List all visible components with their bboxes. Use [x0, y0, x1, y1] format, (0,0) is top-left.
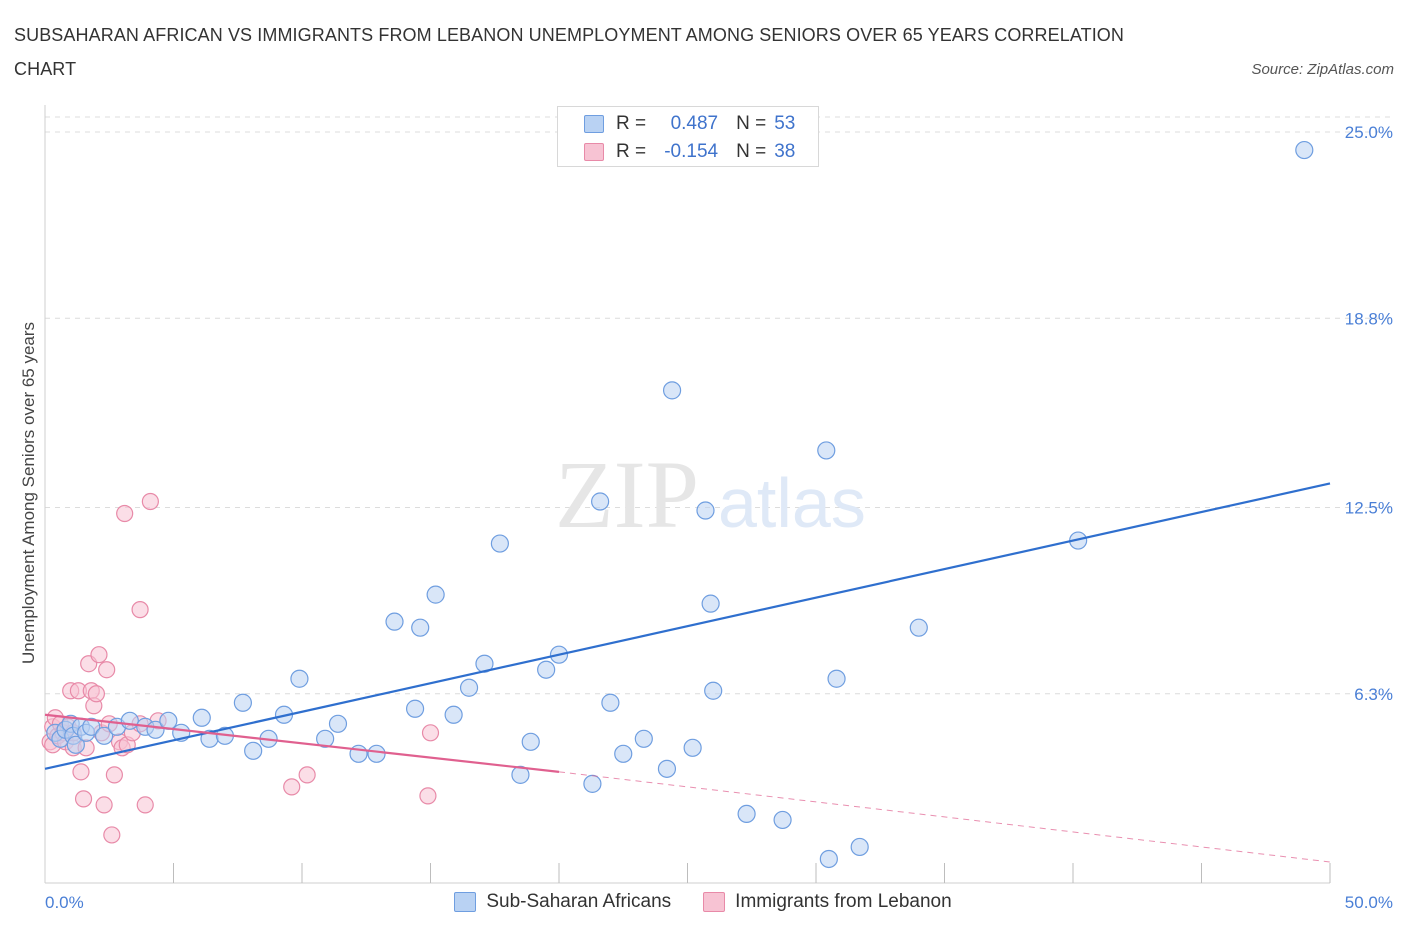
- source-credit: Source: ZipAtlas.com: [1251, 61, 1394, 78]
- data-point-lebanon: [74, 790, 93, 808]
- data-point-subsaharan: [737, 804, 756, 824]
- legend-r-label: R =: [616, 113, 647, 134]
- data-point-subsaharan: [819, 849, 838, 869]
- y-tick-label: 6.3%: [1354, 685, 1393, 704]
- data-point-lebanon: [95, 796, 113, 814]
- data-point-subsaharan: [233, 693, 252, 712]
- data-point-lebanon: [283, 778, 301, 796]
- x-tick-labels: 0.0% 50.0%: [45, 893, 1393, 912]
- x-tick-marks: [173, 863, 1331, 883]
- data-point-subsaharan: [82, 717, 101, 736]
- data-point-subsaharan: [850, 837, 869, 857]
- trend-lines: [44, 482, 1331, 863]
- data-point-subsaharan: [411, 618, 430, 637]
- legend-n-value: 53: [774, 113, 796, 134]
- data-point-lebanon: [90, 646, 108, 664]
- watermark: ZIP atlas: [555, 441, 866, 548]
- correlation-legend: R = 0.487 N = 53 R = -0.154 N = 38: [557, 106, 819, 167]
- data-point-subsaharan: [367, 744, 386, 763]
- legend-row-lebanon: R = -0.154 N = 38: [584, 139, 795, 165]
- data-point-subsaharan: [244, 741, 263, 760]
- legend-row-subsaharan: R = 0.487 N = 53: [584, 111, 795, 137]
- legend-n-label: N =: [736, 141, 767, 162]
- y-axis-label: Unemployment Among Seniors over 65 years: [19, 322, 38, 664]
- data-point-subsaharan: [192, 708, 211, 727]
- legend-r-value: 0.487: [670, 113, 719, 134]
- y-tick-label: 12.5%: [1345, 499, 1393, 518]
- data-point-subsaharan: [426, 585, 445, 604]
- legend-swatch-blue: [454, 892, 477, 912]
- legend-swatch-blue: [584, 115, 604, 133]
- legend-item-subsaharan[interactable]: Sub-Saharan Africans: [454, 891, 671, 913]
- data-point-subsaharan: [444, 705, 463, 724]
- data-point-subsaharan: [591, 492, 610, 511]
- data-point-subsaharan: [316, 729, 335, 748]
- series-lebanon-points: [41, 492, 440, 844]
- legend-swatch-pink: [584, 143, 604, 161]
- data-point-subsaharan: [521, 732, 540, 751]
- data-point-lebanon: [131, 601, 149, 619]
- data-point-subsaharan: [773, 810, 792, 830]
- legend-r-value: -0.154: [664, 141, 719, 162]
- watermark-atlas: atlas: [718, 464, 866, 542]
- data-point-lebanon: [421, 724, 440, 742]
- data-point-subsaharan: [696, 501, 715, 520]
- data-point-subsaharan: [704, 681, 723, 700]
- data-point-lebanon: [419, 787, 437, 805]
- watermark-zip: ZIP: [555, 441, 699, 548]
- data-point-subsaharan: [328, 714, 348, 733]
- data-point-subsaharan: [66, 735, 85, 754]
- data-point-subsaharan: [657, 759, 677, 778]
- data-point-subsaharan: [909, 618, 928, 637]
- y-tick-label: 25.0%: [1345, 123, 1393, 142]
- data-point-subsaharan: [601, 693, 620, 712]
- legend-r-label: R =: [616, 141, 647, 162]
- trend-line-subsaharan: [44, 482, 1331, 770]
- data-point-subsaharan: [827, 669, 846, 688]
- data-point-subsaharan: [614, 744, 633, 763]
- trend-line-lebanon-extension: [558, 771, 1331, 863]
- data-point-subsaharan: [385, 612, 404, 631]
- legend-swatch-pink: [703, 892, 726, 912]
- trend-line-lebanon: [44, 713, 560, 773]
- data-point-subsaharan: [817, 441, 836, 460]
- chart-title: SUBSAHARAN AFRICAN VS IMMIGRANTS FROM LE…: [14, 25, 1125, 79]
- data-point-lebanon: [103, 826, 121, 844]
- series-legend: Sub-Saharan Africans Immigrants from Leb…: [0, 888, 1406, 916]
- data-point-subsaharan: [459, 678, 479, 697]
- y-tick-labels: 25.0% 18.8% 12.5% 6.3%: [1345, 123, 1393, 704]
- data-point-subsaharan: [662, 381, 682, 400]
- data-point-subsaharan: [120, 711, 139, 730]
- data-point-lebanon: [141, 492, 159, 511]
- data-point-subsaharan: [405, 699, 425, 718]
- x-tick-label: 50.0%: [1345, 893, 1393, 912]
- data-point-lebanon: [98, 661, 116, 679]
- legend-label-lebanon: Immigrants from Lebanon: [735, 891, 952, 912]
- data-point-lebanon: [87, 685, 106, 703]
- data-point-subsaharan: [95, 726, 114, 745]
- data-point-lebanon: [116, 504, 134, 523]
- legend-label-subsaharan: Sub-Saharan Africans: [486, 891, 672, 912]
- data-point-subsaharan: [511, 765, 530, 784]
- legend-n-value: 38: [774, 141, 796, 162]
- legend-item-lebanon[interactable]: Immigrants from Lebanon: [703, 891, 952, 913]
- data-point-lebanon: [136, 796, 154, 814]
- x-tick-label: 0.0%: [45, 893, 84, 912]
- data-point-subsaharan: [490, 534, 509, 553]
- y-tick-label: 18.8%: [1345, 309, 1393, 328]
- data-point-subsaharan: [683, 738, 702, 757]
- data-point-lebanon: [72, 763, 90, 781]
- data-point-lebanon: [298, 766, 316, 784]
- data-point-lebanon: [105, 766, 123, 784]
- data-point-subsaharan: [583, 774, 602, 793]
- data-point-subsaharan: [701, 594, 720, 613]
- data-point-subsaharan: [537, 660, 556, 679]
- data-point-subsaharan: [290, 669, 309, 688]
- data-point-subsaharan: [1295, 140, 1314, 160]
- data-point-subsaharan: [634, 729, 653, 748]
- legend-n-label: N =: [736, 113, 767, 134]
